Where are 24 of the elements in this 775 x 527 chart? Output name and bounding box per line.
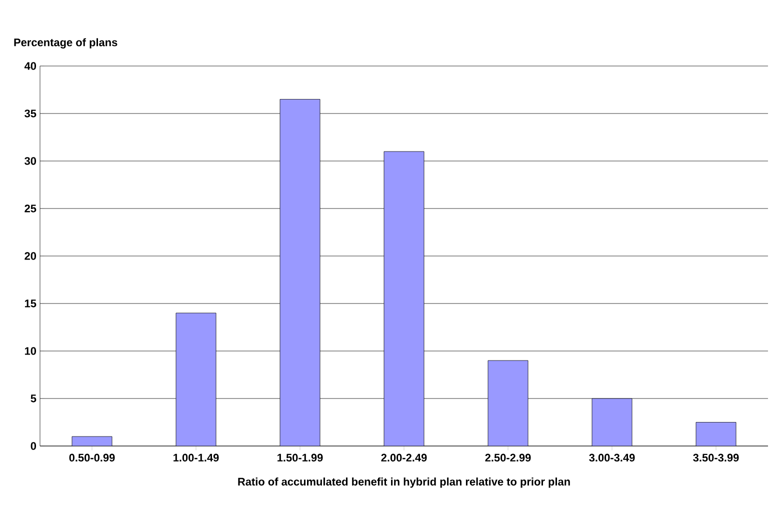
y-tick-label: 5 (30, 394, 36, 402)
y-tick-label: 30 (24, 157, 36, 165)
x-tick-label: 3.00-3.49 (589, 454, 635, 462)
y-tick-label: 25 (24, 204, 36, 212)
bar (280, 99, 320, 446)
y-tick-label: 40 (24, 62, 36, 70)
y-tick-label: 20 (24, 252, 36, 260)
y-tick-label: 0 (30, 442, 36, 450)
x-tick-label: 3.50-3.99 (693, 454, 739, 462)
x-tick-label: 1.00-1.49 (174, 454, 219, 462)
bar (592, 398, 632, 446)
bar (384, 151, 424, 446)
bar (488, 360, 528, 446)
y-tick-label: 35 (24, 110, 36, 118)
x-tick-label: 2.50-2.99 (485, 454, 531, 462)
x-tick-label: 2.00-2.49 (381, 454, 427, 462)
x-tick-label: 1.50-1.99 (278, 454, 323, 462)
y-tick-label: 10 (24, 347, 36, 355)
bar (696, 422, 736, 446)
bar (176, 312, 216, 446)
x-axis-title: Ratio of accumulated benefit in hybrid plan relative to prior plan (238, 478, 570, 488)
x-tick-label: 0.50-0.99 (69, 454, 115, 462)
y-axis-title: Percentage of plans (14, 38, 118, 48)
y-tick-label: 15 (24, 300, 36, 308)
